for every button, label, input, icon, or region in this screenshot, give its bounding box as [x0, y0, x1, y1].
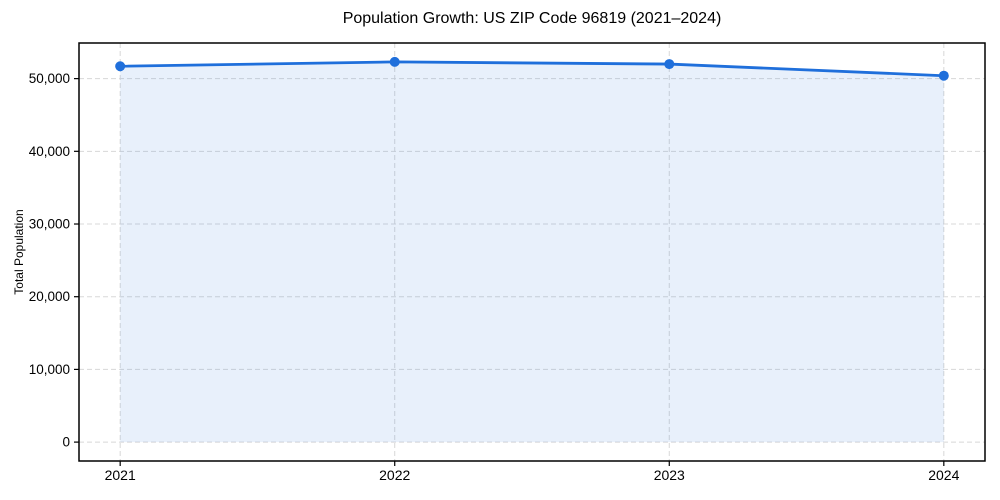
y-tick-label: 30,000	[29, 217, 70, 232]
plot-border	[78, 42, 986, 462]
y-tick-label: 40,000	[29, 144, 70, 159]
data-point-2023	[664, 59, 675, 70]
area-fill	[120, 61, 944, 443]
data-point-2021	[115, 61, 126, 72]
y-tick-label: 20,000	[29, 289, 70, 304]
data-point-2022	[389, 56, 400, 67]
chart-title: Population Growth: US ZIP Code 96819 (20…	[342, 10, 722, 27]
x-tick-label: 2021	[105, 467, 136, 483]
population-line	[118, 60, 946, 78]
x-tick-label: 2022	[379, 467, 410, 483]
y-axis-label: Total Population	[12, 209, 26, 295]
y-tick-label: 0	[62, 435, 70, 450]
x-tick-label: 2024	[928, 467, 959, 483]
data-point-2024	[938, 70, 949, 81]
x-tick-label: 2023	[654, 467, 685, 483]
y-tick-label: 10,000	[29, 362, 70, 377]
y-tick-label: 50,000	[29, 71, 70, 86]
